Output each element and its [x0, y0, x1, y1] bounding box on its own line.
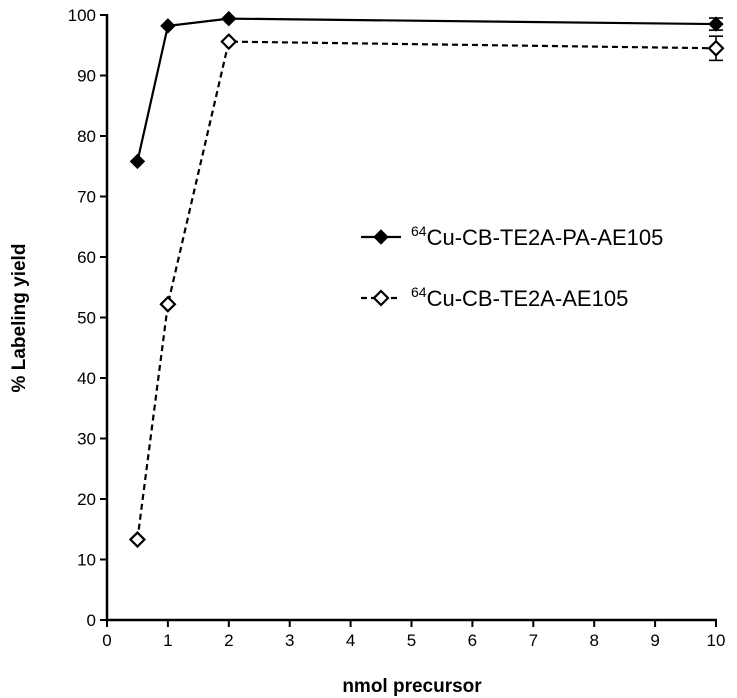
legend-label: 64Cu-CB-TE2A-AE105 — [411, 284, 628, 311]
data-point — [707, 39, 725, 57]
data-point — [128, 530, 147, 549]
x-axis-title: nmol precursor — [342, 676, 482, 697]
x-tick-label: 4 — [346, 631, 355, 650]
series-layer — [128, 10, 725, 549]
x-axis-ticks: 0 1 2 3 4 5 6 7 8 9 10 — [102, 620, 725, 650]
x-tick-label: 7 — [529, 631, 538, 650]
y-axis-title: % Labeling yield — [9, 244, 30, 393]
x-tick-label: 9 — [650, 631, 659, 650]
legend-label-text: Cu-CB-TE2A-PA-AE105 — [427, 225, 664, 250]
series-line — [136, 40, 717, 540]
legend-label-superscript: 64 — [411, 223, 427, 239]
data-point — [159, 295, 177, 313]
data-point — [708, 16, 724, 32]
legend-item-2: 64Cu-CB-TE2A-AE105 — [361, 284, 628, 311]
series-1 — [129, 10, 724, 170]
y-tick-label: 20 — [77, 490, 96, 509]
y-tick-label: 0 — [87, 611, 96, 630]
y-tick-label: 40 — [77, 369, 96, 388]
legend-label-superscript: 64 — [411, 284, 427, 300]
y-tick-label: 90 — [77, 67, 96, 86]
x-tick-label: 3 — [285, 631, 294, 650]
data-point — [160, 18, 176, 34]
legend-marker — [372, 289, 390, 307]
y-tick-label: 70 — [77, 188, 96, 207]
series-line — [136, 17, 717, 162]
x-tick-label: 10 — [707, 631, 726, 650]
data-point — [220, 33, 238, 51]
y-tick-label: 100 — [68, 6, 96, 25]
series-2 — [128, 33, 725, 549]
x-tick-label: 1 — [163, 631, 172, 650]
legend-item-1: 64Cu-CB-TE2A-PA-AE105 — [361, 223, 663, 250]
x-tick-label: 6 — [468, 631, 477, 650]
y-tick-label: 50 — [77, 309, 96, 328]
x-tick-label: 5 — [407, 631, 416, 650]
x-tick-label: 2 — [224, 631, 233, 650]
data-point — [221, 10, 237, 27]
legend-marker — [373, 229, 389, 245]
x-tick-label: 0 — [102, 631, 111, 650]
y-tick-label: 30 — [77, 430, 96, 449]
x-tick-label: 8 — [589, 631, 598, 650]
legend-label: 64Cu-CB-TE2A-PA-AE105 — [411, 223, 663, 250]
y-axis-ticks: 0 10 20 30 40 50 60 70 80 90 100 — [68, 6, 107, 630]
y-tick-label: 60 — [77, 248, 96, 267]
data-point — [129, 153, 146, 170]
y-tick-label: 10 — [77, 551, 96, 570]
y-tick-label: 80 — [77, 127, 96, 146]
legend-label-text: Cu-CB-TE2A-AE105 — [427, 286, 629, 311]
